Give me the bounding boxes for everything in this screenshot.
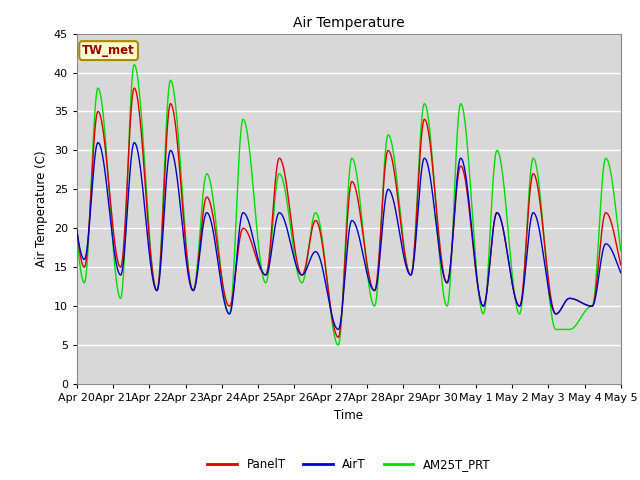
Y-axis label: Air Temperature (C): Air Temperature (C) — [35, 151, 48, 267]
Legend: PanelT, AirT, AM25T_PRT: PanelT, AirT, AM25T_PRT — [203, 454, 495, 476]
Text: TW_met: TW_met — [82, 44, 135, 57]
Title: Air Temperature: Air Temperature — [293, 16, 404, 30]
X-axis label: Time: Time — [334, 408, 364, 421]
